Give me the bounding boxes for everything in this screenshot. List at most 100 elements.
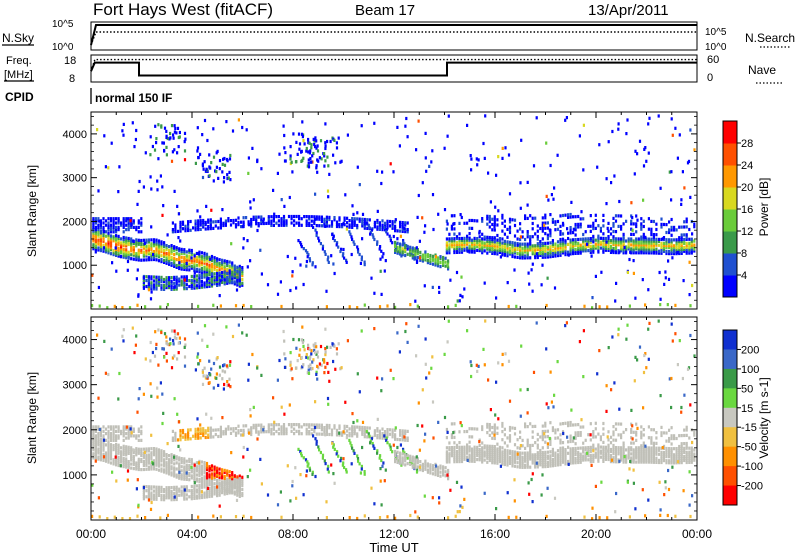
power-cell	[203, 266, 205, 269]
velocity-cell	[442, 465, 444, 468]
velocity-cell	[380, 459, 382, 462]
power-cell	[328, 173, 330, 176]
velocity-cell	[570, 435, 572, 438]
power-cell	[537, 242, 539, 245]
power-cell	[509, 218, 511, 221]
power-cell	[421, 216, 423, 219]
power-cell	[241, 282, 243, 285]
power-cell	[396, 237, 398, 240]
velocity-cell	[532, 430, 534, 433]
velocity-cell	[150, 447, 152, 450]
power-cell	[334, 161, 336, 164]
power-cell	[376, 170, 378, 173]
power-cell	[211, 255, 213, 258]
power-cell	[102, 217, 104, 220]
power-cell	[280, 217, 282, 220]
velocity-cell	[172, 437, 174, 440]
power-cell	[575, 248, 577, 251]
nsky-panel: 10^5 10^0 10^5 10^0	[52, 19, 727, 53]
power-cell	[275, 222, 277, 225]
power-cell	[407, 245, 409, 248]
power-cell	[642, 199, 644, 202]
power-cell	[246, 239, 248, 242]
velocity-cell	[496, 432, 498, 435]
power-cell	[451, 237, 453, 240]
power-cell	[660, 298, 662, 301]
power-cell	[381, 171, 383, 174]
power-cell	[549, 228, 551, 231]
power-cell	[186, 250, 188, 253]
power-cell	[470, 158, 472, 161]
power-cell	[131, 223, 133, 226]
power-cell	[96, 128, 98, 131]
power-cell	[667, 259, 669, 262]
velocity-cell	[120, 446, 122, 449]
power-cell	[626, 118, 628, 121]
power-cell	[226, 158, 228, 161]
power-cell	[469, 237, 471, 240]
power-cell	[373, 292, 375, 295]
power-cell	[587, 249, 589, 252]
velocity-cell	[191, 474, 193, 477]
power-cell	[265, 222, 267, 225]
power-cell	[138, 226, 140, 229]
velocity-cell	[559, 439, 561, 442]
velocity-cell	[397, 455, 399, 458]
velocity-cell	[293, 432, 295, 435]
power-cell	[229, 269, 231, 272]
power-cell	[301, 217, 303, 220]
power-cell	[469, 245, 471, 248]
velocity-cell	[188, 478, 190, 481]
power-cell	[242, 246, 244, 249]
velocity-cell	[469, 445, 471, 448]
power-cell	[243, 216, 245, 219]
power-cell	[302, 135, 304, 138]
power-cell	[212, 220, 214, 223]
power-cell	[158, 276, 160, 279]
power-cell	[181, 256, 183, 259]
power-cell	[361, 218, 363, 221]
power-cell	[617, 128, 619, 131]
power-cell	[527, 204, 529, 207]
power-cell	[241, 278, 243, 281]
power-cell	[471, 219, 473, 222]
power-cell	[150, 275, 152, 278]
colorbar-swatch	[723, 187, 737, 210]
power-cell	[223, 157, 225, 160]
velocity-cell	[391, 450, 393, 453]
power-cell	[176, 205, 178, 208]
power-cell	[665, 250, 667, 253]
power-cell	[135, 238, 137, 241]
power-cell	[572, 238, 574, 241]
power-cell	[344, 217, 346, 220]
power-cell	[615, 282, 617, 285]
power-cell	[689, 128, 691, 131]
power-cell	[386, 220, 388, 223]
power-cell	[531, 268, 533, 271]
power-cell	[143, 251, 145, 254]
velocity-cell	[474, 427, 476, 430]
velocity-cell	[577, 447, 579, 450]
power-cell	[389, 220, 391, 223]
power-cell	[691, 232, 693, 235]
power-cell	[359, 253, 361, 256]
power-cell	[166, 276, 168, 279]
power-cell	[438, 286, 440, 289]
velocity-cell	[173, 466, 175, 469]
power-cell	[323, 152, 325, 155]
power-cell	[241, 126, 243, 129]
velocity-cell	[549, 421, 551, 424]
power-cell	[212, 304, 214, 307]
power-cell	[496, 223, 498, 226]
power-cell	[205, 205, 207, 208]
velocity-cell	[211, 482, 213, 485]
power-cell	[611, 130, 613, 133]
power-cell	[97, 189, 99, 192]
power-cell	[315, 166, 317, 169]
power-cell	[331, 233, 333, 236]
velocity-cell	[202, 427, 204, 430]
power-cell	[161, 214, 163, 217]
power-cell	[156, 180, 158, 183]
